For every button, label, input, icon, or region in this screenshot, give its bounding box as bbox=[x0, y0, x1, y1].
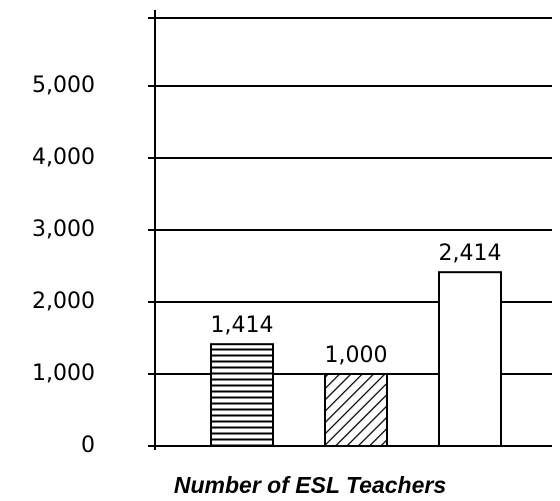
bar bbox=[210, 343, 274, 447]
value-label: 1,414 bbox=[211, 313, 274, 338]
value-label: 2,414 bbox=[439, 241, 502, 266]
value-label: 1,000 bbox=[325, 343, 388, 368]
x-axis-label: Number of ESL Teachers bbox=[174, 472, 446, 498]
bar bbox=[324, 373, 388, 447]
y-tick-label: 1,000 bbox=[32, 361, 95, 386]
y-tick-label: 4,000 bbox=[32, 145, 95, 170]
y-tick-label: 2,000 bbox=[32, 289, 95, 314]
y-tick-label: 3,000 bbox=[32, 217, 95, 242]
bar bbox=[438, 271, 502, 447]
y-tick-label: 0 bbox=[81, 433, 95, 458]
y-tick-label: 5,000 bbox=[32, 73, 95, 98]
